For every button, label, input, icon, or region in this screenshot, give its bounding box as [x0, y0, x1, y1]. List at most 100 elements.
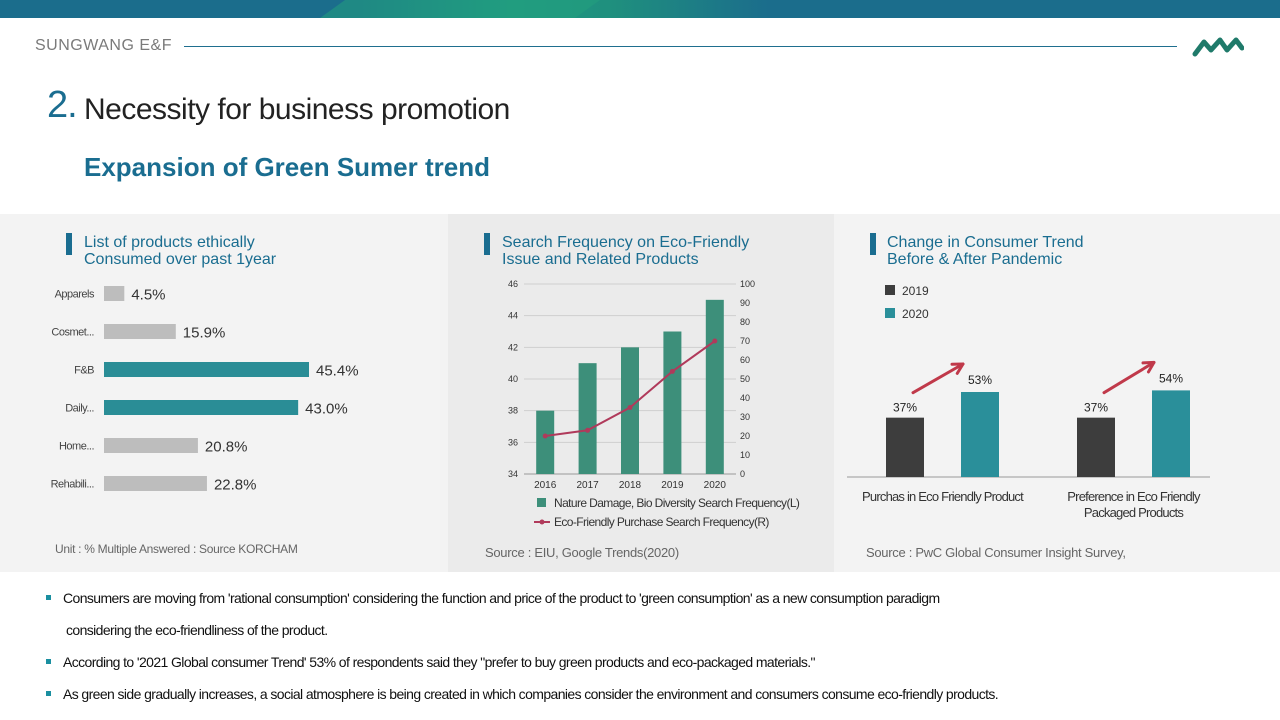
right-axis-tick: 40: [740, 393, 750, 403]
legend-swatch: [537, 498, 546, 507]
data-label: 37%: [893, 401, 917, 415]
panel-search-frequency: Search Frequency on Eco-Friendly Issue a…: [448, 214, 834, 572]
title-marker: [66, 233, 72, 255]
source-note: Unit : % Multiple Answered : Source KORC…: [55, 542, 298, 556]
section-title: Necessity for business promotion: [84, 93, 510, 126]
trend-arrow-icon: [1102, 360, 1156, 395]
legend-label: 2020: [902, 307, 929, 321]
legend-label: Eco-Friendly Purchase Search Frequency(R…: [554, 515, 769, 529]
panel-title: Change in Consumer Trend Before & After …: [887, 234, 1084, 268]
right-axis-tick: 60: [740, 355, 750, 365]
search-frequency-combo-chart: 34 36 38 40 42 44 46 0 10 20 30 40 50 60 70 80 90 100 2016…: [508, 279, 801, 529]
left-axis-tick: 34: [508, 469, 518, 479]
header-divider: [184, 46, 1177, 47]
line-point: [669, 368, 675, 374]
bar: [104, 400, 299, 415]
right-axis-tick: 0: [740, 469, 745, 479]
summary-bullets: Consumers are moving from 'rational cons…: [46, 586, 1246, 716]
category-label: Apparels: [55, 289, 95, 301]
category-label: F&B: [74, 365, 94, 377]
line-point: [585, 427, 591, 433]
right-axis-tick: 90: [740, 298, 750, 308]
section-subtitle: Expansion of Green Sumer trend: [84, 152, 490, 182]
bullet-item: According to '2021 Global consumer Trend…: [46, 654, 816, 670]
right-axis-tick: 30: [740, 412, 750, 422]
data-label: 53%: [968, 373, 992, 387]
x-axis-tick: 2020: [704, 480, 727, 491]
category-label: Cosmet...: [51, 327, 94, 339]
bar: [578, 363, 597, 474]
trend-arrow-head-icon: [1141, 360, 1156, 374]
bullet-text: As green side gradually increases, a soc…: [63, 686, 999, 702]
category-label: Home...: [59, 441, 94, 453]
consumer-trend-bar-chart: 2019 2020 37% 53% Purchas in Eco Friendly Pr…: [847, 284, 1210, 520]
bullet-square-icon: [46, 594, 51, 600]
bullet-continuation: considering the eco-friendliness of the …: [46, 622, 328, 638]
value-label: 4.5%: [131, 287, 165, 304]
title-marker: [870, 233, 876, 255]
bullet-text: considering the eco-friendliness of the …: [66, 622, 328, 638]
legend-marker: [539, 519, 545, 525]
x-axis-tick: 2019: [661, 480, 684, 491]
x-axis-tick: 2018: [619, 480, 642, 491]
value-label: 15.9%: [183, 325, 226, 342]
bar: [961, 392, 999, 477]
bar: [104, 362, 309, 377]
bullet-text: According to '2021 Global consumer Trend…: [63, 654, 816, 670]
bar: [1152, 390, 1190, 477]
right-axis-tick: 10: [740, 450, 750, 460]
bullet-item: As green side gradually increases, a soc…: [46, 686, 999, 702]
legend-swatch: [885, 308, 895, 318]
legend-label: Nature Damage, Bio Diversity Search Freq…: [554, 496, 800, 510]
right-axis-tick: 80: [740, 317, 750, 327]
panel-ethical-products: List of products ethically Consumed over…: [0, 214, 448, 572]
title-marker: [484, 233, 490, 255]
line-point: [542, 433, 548, 439]
panel-title-line: Change in Consumer Trend: [887, 234, 1084, 251]
bar: [104, 476, 207, 491]
bar: [104, 438, 198, 453]
bullet-square-icon: [46, 690, 51, 696]
legend-swatch: [885, 285, 895, 295]
bullet-text: Consumers are moving from 'rational cons…: [63, 590, 940, 606]
left-axis-tick: 44: [508, 311, 518, 321]
bar: [104, 324, 176, 339]
company-name: SUNGWANG E&F: [35, 37, 172, 54]
x-axis-tick: 2017: [576, 480, 599, 491]
category-label: Purchas in Eco Friendly Product: [862, 489, 1024, 504]
right-axis-tick: 70: [740, 336, 750, 346]
category-label: Preference in Eco Friendly: [1067, 489, 1201, 504]
left-axis-tick: 46: [508, 279, 518, 289]
value-label: 22.8%: [214, 477, 257, 494]
bar: [621, 347, 639, 474]
left-axis-tick: 36: [508, 437, 518, 447]
legend-label: 2019: [902, 284, 929, 298]
bar: [886, 417, 924, 477]
panel-consumer-trend: Change in Consumer Trend Before & After …: [834, 214, 1280, 572]
bar: [104, 286, 125, 301]
bullet-square-icon: [46, 658, 51, 664]
panel-title-line: Issue and Related Products: [502, 251, 699, 268]
left-axis-tick: 38: [508, 406, 518, 416]
company-logo: [1192, 37, 1244, 57]
category-label: Packaged Products: [1084, 505, 1184, 520]
ethical-products-bar-chart: Apparels 4.5% Cosmet... 15.9% F&B 45.4% Daily.…: [51, 286, 359, 494]
value-label: 20.8%: [205, 439, 248, 456]
source-note: Source : PwC Global Consumer Insight Sur…: [866, 545, 1126, 560]
data-label: 37%: [1084, 401, 1108, 415]
category-label: Daily...: [65, 403, 94, 415]
line-point: [627, 405, 633, 410]
bar: [705, 299, 724, 474]
right-axis-tick: 100: [740, 279, 755, 289]
bar: [536, 410, 555, 474]
category-label: Rehabili...: [51, 479, 95, 491]
right-axis-tick: 20: [740, 431, 750, 441]
left-axis-tick: 40: [508, 374, 518, 384]
value-label: 43.0%: [305, 401, 348, 418]
panel-title-line: Before & After Pandemic: [887, 251, 1063, 268]
bullet-item: Consumers are moving from 'rational cons…: [46, 590, 940, 606]
data-label: 54%: [1159, 371, 1183, 385]
panel-title-line: Consumed over past 1year: [84, 251, 277, 268]
source-note: Source : EIU, Google Trends(2020): [485, 545, 679, 560]
value-label: 45.4%: [316, 363, 359, 380]
